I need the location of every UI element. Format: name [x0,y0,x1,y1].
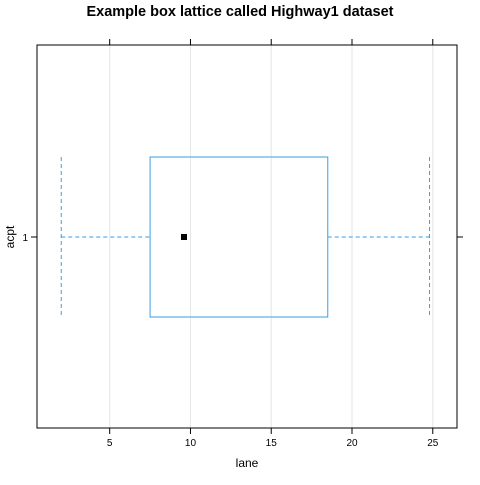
chart-title: Example box lattice called Highway1 data… [86,4,394,20]
y-axis-label: acpt [3,225,17,249]
box-plot [60,156,431,318]
box-rect [149,156,329,318]
x-tick-label: 15 [266,438,278,449]
grid-lines [109,45,434,428]
median-dot [181,234,187,240]
x-tick-label: 20 [346,438,358,449]
y-tick-label: 1 [22,233,28,244]
x-tick-label: 10 [185,438,197,449]
x-axis-label: lane [235,456,259,470]
x-tick-label: 5 [107,438,113,449]
x-tick-label: 25 [427,438,439,449]
axis-ticks: 5 10 15 20 25 1 [22,39,463,449]
